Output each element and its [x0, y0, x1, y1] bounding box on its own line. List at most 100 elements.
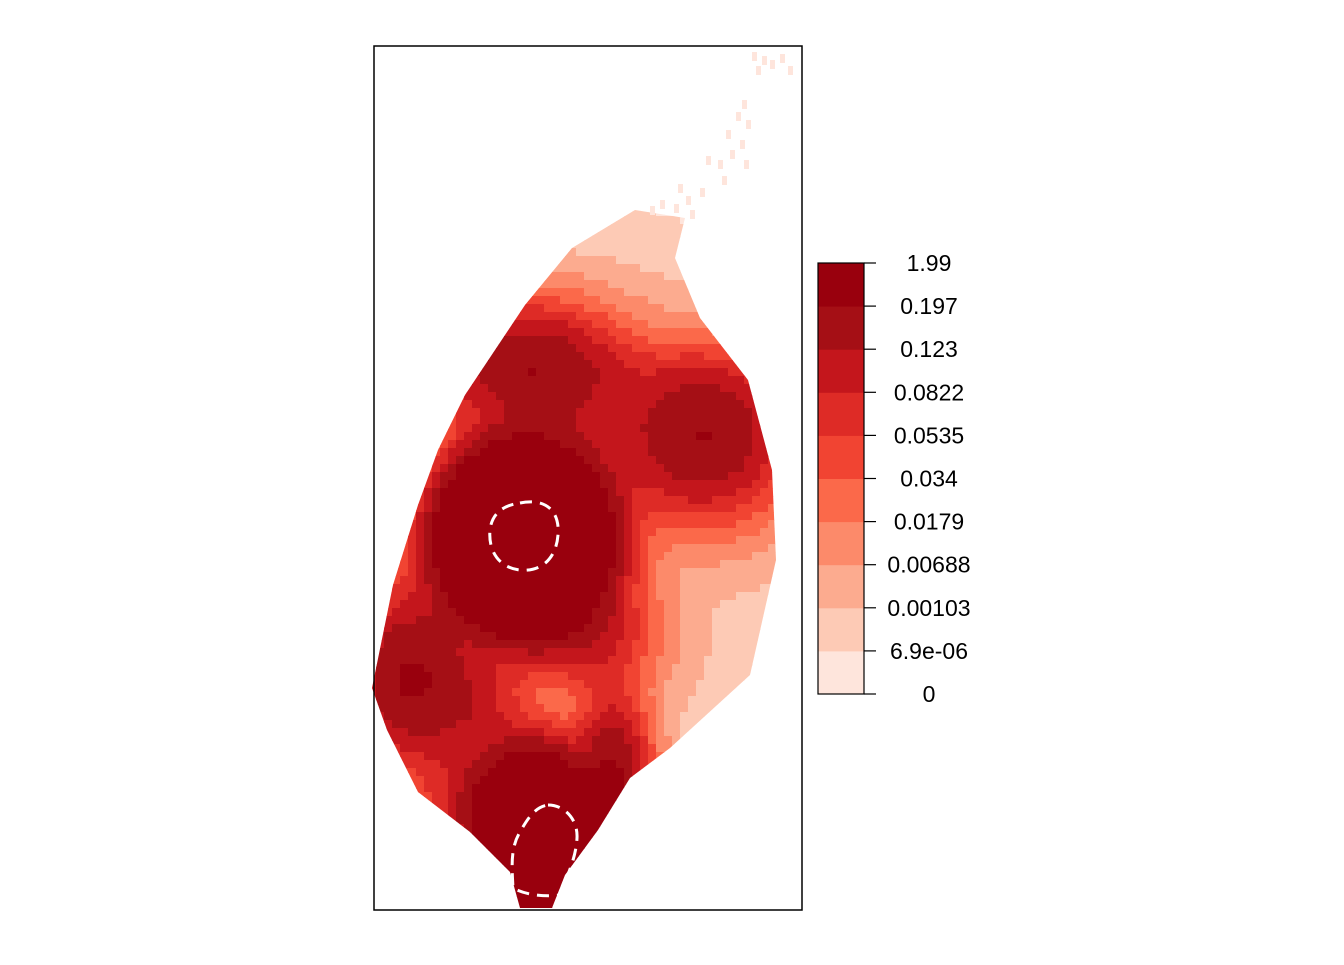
raster-cell [376, 280, 385, 289]
raster-cell [624, 864, 633, 873]
raster-cell [728, 696, 737, 705]
raster-cell [712, 696, 721, 705]
raster-cell [392, 464, 401, 473]
raster-cell [552, 224, 561, 233]
raster-cell [768, 280, 776, 289]
raster-cell [696, 560, 705, 569]
raster-cell [664, 688, 673, 697]
raster-cell [576, 592, 585, 601]
raster-cell [432, 768, 441, 777]
raster-cell [752, 304, 761, 313]
raster-cell [744, 680, 753, 689]
raster-cell [576, 264, 585, 273]
raster-cell [632, 376, 641, 385]
raster-cell [544, 720, 553, 729]
raster-cell [512, 880, 521, 889]
raster-cell [704, 752, 713, 761]
raster-cell [632, 888, 641, 897]
raster-cell [416, 336, 425, 345]
raster-cell [576, 648, 585, 657]
raster-cell [712, 608, 721, 617]
raster-cell [752, 752, 761, 761]
raster-cell [472, 304, 481, 313]
raster-cell [432, 520, 441, 529]
raster-cell [688, 576, 697, 585]
raster-cell [744, 872, 753, 881]
raster-cell [768, 760, 776, 769]
raster-cell [400, 512, 409, 521]
raster-cell [664, 496, 673, 505]
raster-cell [640, 296, 649, 305]
raster-cell [632, 800, 641, 809]
raster-cell [416, 792, 425, 801]
raster-cell [568, 216, 577, 225]
raster-cell [608, 264, 617, 273]
raster-cell [528, 424, 537, 433]
raster-cell [504, 904, 513, 908]
raster-cell [584, 768, 593, 777]
raster-cell [616, 624, 625, 633]
raster-cell [712, 210, 721, 217]
raster-cell [384, 376, 393, 385]
raster-cell [488, 264, 497, 273]
raster-cell [432, 656, 441, 665]
raster-cell [640, 224, 649, 233]
raster-cell [480, 256, 489, 265]
raster-cell [504, 248, 513, 257]
raster-cell [736, 216, 745, 225]
raster-cell [656, 864, 665, 873]
raster-cell [432, 328, 441, 337]
raster-cell [616, 824, 625, 833]
raster-cell [776, 816, 785, 825]
raster-cell [448, 720, 457, 729]
raster-cell [624, 288, 633, 297]
raster-cell [656, 432, 665, 441]
raster-cell [536, 216, 545, 225]
raster-cell [544, 448, 553, 457]
raster-cell [624, 576, 633, 585]
raster-cell [464, 688, 473, 697]
raster-cell [488, 560, 497, 569]
raster-cell [600, 272, 609, 281]
raster-cell [632, 210, 641, 217]
raster-cell [512, 528, 521, 537]
raster-cell [656, 416, 665, 425]
raster-cell [392, 856, 401, 865]
raster-cell [632, 616, 641, 625]
raster-cell [480, 904, 489, 908]
raster-cell [744, 568, 753, 577]
raster-cell [632, 568, 641, 577]
raster-cell [744, 664, 753, 673]
raster-cell [592, 784, 601, 793]
raster-cell [760, 616, 769, 625]
raster-cell [456, 848, 465, 857]
raster-cell [536, 280, 545, 289]
raster-cell [688, 624, 697, 633]
raster-cell [560, 272, 569, 281]
raster-cell [448, 408, 457, 417]
raster-cell [416, 752, 425, 761]
raster-cell [592, 752, 601, 761]
raster-cell [488, 408, 497, 417]
raster-cell [372, 488, 377, 497]
raster-cell [472, 504, 481, 513]
raster-cell [720, 264, 729, 273]
raster-cell [568, 608, 577, 617]
raster-cell [400, 456, 409, 465]
raster-cell [720, 640, 729, 649]
raster-cell [372, 696, 377, 705]
raster-cell [616, 280, 625, 289]
raster-cell [712, 360, 721, 369]
raster-cell [776, 456, 785, 465]
raster-cell [496, 600, 505, 609]
raster-cell [416, 416, 425, 425]
raster-cell [520, 752, 529, 761]
raster-cell [640, 776, 649, 785]
raster-cell [648, 544, 657, 553]
raster-cell [584, 896, 593, 905]
raster-cell [472, 808, 481, 817]
raster-cell [664, 232, 673, 241]
raster-cell [648, 856, 657, 865]
raster-cell [464, 328, 473, 337]
raster-cell [568, 848, 577, 857]
